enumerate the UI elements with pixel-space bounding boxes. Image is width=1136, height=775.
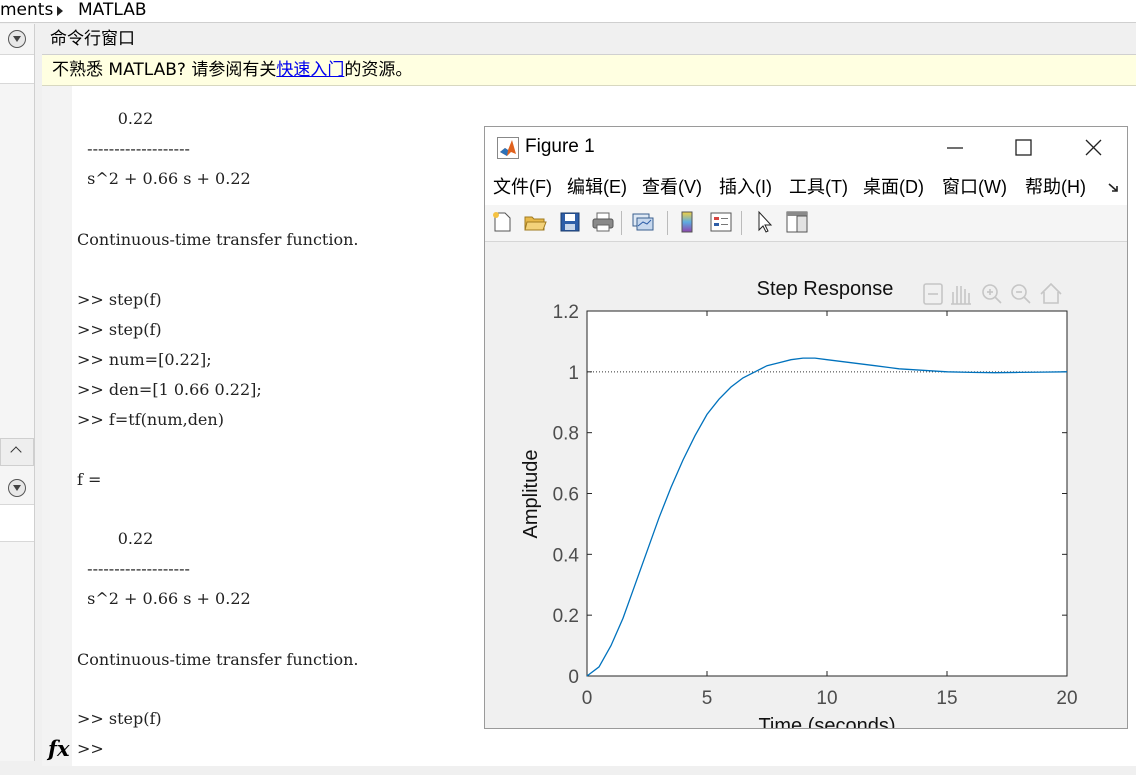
output-line: 0.22 xyxy=(77,109,154,128)
y-tick-label: 0.2 xyxy=(553,606,579,627)
left-panel-list xyxy=(0,504,34,542)
output-line: >> step(f) xyxy=(77,709,162,728)
axes-toolbar xyxy=(923,282,1062,305)
series xyxy=(586,357,1068,677)
toolbar-separator xyxy=(621,211,622,235)
save-icon[interactable] xyxy=(558,210,582,234)
axes-box xyxy=(586,310,1068,677)
x-tick-label: 5 xyxy=(702,688,713,709)
close-icon[interactable] xyxy=(1073,135,1113,161)
colorbar-icon[interactable] xyxy=(675,210,699,234)
home-icon[interactable] xyxy=(1040,282,1062,304)
output-line: >> num=[0.22]; xyxy=(77,350,212,369)
chart-title: Step Response xyxy=(757,278,894,300)
legend-icon[interactable] xyxy=(709,210,733,234)
output-line: >> f=tf(num,den) xyxy=(77,410,224,429)
output-line: f = xyxy=(77,470,102,489)
command-prompt[interactable]: >> xyxy=(77,739,104,758)
figure-title: Figure 1 xyxy=(525,136,595,157)
output-line: >> step(f) xyxy=(77,290,162,309)
command-window-title-text: 命令行窗口 xyxy=(50,29,135,49)
pan-icon[interactable] xyxy=(951,286,971,305)
y-tick-label: 0.8 xyxy=(553,424,579,445)
figure-toolbar xyxy=(485,205,1127,242)
figure-window: Figure 1 文件(F) 编辑(E) 查看(V) 插入(I) 工具(T) 桌… xyxy=(484,126,1128,729)
menu-view[interactable]: 查看(V) xyxy=(642,177,702,197)
figure-menubar: 文件(F) 编辑(E) 查看(V) 插入(I) 工具(T) 桌面(D) 窗口(W… xyxy=(485,169,1127,205)
menu-window[interactable]: 窗口(W) xyxy=(942,177,1007,197)
zoom-out-icon[interactable] xyxy=(1011,284,1031,304)
x-axis: 0 5 10 15 20 xyxy=(582,311,1078,709)
output-line: ------------------- xyxy=(77,139,190,158)
info-bar: 不熟悉 MATLAB? 请参阅有关快速入门的资源。 xyxy=(42,55,1136,86)
output-line: ------------------- xyxy=(77,559,190,578)
x-tick-label: 10 xyxy=(816,688,837,709)
maximize-icon[interactable] xyxy=(1003,135,1043,161)
new-figure-icon[interactable] xyxy=(490,210,514,234)
figure-titlebar: Figure 1 xyxy=(485,127,1127,169)
quick-start-link[interactable]: 快速入门 xyxy=(276,60,345,80)
export-icon[interactable] xyxy=(923,283,943,305)
chevron-down-icon[interactable] xyxy=(8,479,26,497)
output-line: s^2 + 0.66 s + 0.22 xyxy=(77,169,251,188)
matlab-icon xyxy=(497,137,519,159)
command-window-title: 命令行窗口 xyxy=(42,24,1136,55)
menu-help[interactable]: 帮助(H) xyxy=(1025,177,1086,197)
output-line: Continuous-time transfer function. xyxy=(77,230,359,249)
breadcrumb-item[interactable]: ments xyxy=(0,0,54,20)
command-gutter xyxy=(42,86,72,766)
open-file-icon[interactable] xyxy=(523,210,547,234)
output-line: >> den=[1 0.66 0.22]; xyxy=(77,380,262,399)
x-tick-label: 0 xyxy=(582,688,593,709)
info-text-suffix: 的资源。 xyxy=(344,60,413,80)
breadcrumb-item[interactable]: MATLAB xyxy=(78,0,147,20)
output-line: Continuous-time transfer function. xyxy=(77,650,359,669)
x-tick-label: 20 xyxy=(1056,688,1077,709)
property-editor-icon[interactable] xyxy=(785,210,809,234)
step-response-line[interactable] xyxy=(586,357,1068,677)
left-panel xyxy=(0,24,35,761)
menu-desktop[interactable]: 桌面(D) xyxy=(863,177,924,197)
y-tick-label: 1.2 xyxy=(553,302,579,323)
x-axis-label: Time (seconds) xyxy=(758,715,895,728)
y-axis-label: Amplitude xyxy=(520,450,542,539)
menu-tools[interactable]: 工具(T) xyxy=(789,177,848,197)
link-plot-icon[interactable] xyxy=(631,210,655,234)
left-panel-list xyxy=(0,54,34,84)
output-line: 0.22 xyxy=(77,529,154,548)
zoom-in-icon[interactable] xyxy=(982,284,1002,304)
output-line: >> step(f) xyxy=(77,320,162,339)
menu-edit[interactable]: 编辑(E) xyxy=(567,177,627,197)
toolbar-separator xyxy=(741,211,742,235)
menu-file[interactable]: 文件(F) xyxy=(493,177,552,197)
pointer-icon[interactable] xyxy=(753,210,777,234)
breadcrumb-separator-icon xyxy=(57,6,63,16)
info-text: 不熟悉 MATLAB? 请参阅有关 xyxy=(52,60,277,80)
chevron-up-icon[interactable] xyxy=(0,438,34,466)
minimize-icon[interactable] xyxy=(935,135,975,161)
fx-icon[interactable]: fx xyxy=(48,736,70,761)
plot-area[interactable]: Step Response 0 0.2 0.4 0.6 0.8 1 1.2 0 5 10 15 20… xyxy=(485,242,1127,728)
breadcrumb: ments MATLAB xyxy=(0,0,1136,23)
y-tick-label: 0 xyxy=(568,667,579,688)
y-tick-label: 0.4 xyxy=(553,545,580,566)
menu-insert[interactable]: 插入(I) xyxy=(719,177,772,197)
print-icon[interactable] xyxy=(591,210,615,234)
x-tick-label: 15 xyxy=(936,688,957,709)
y-tick-label: 1 xyxy=(568,363,579,384)
chevron-down-icon[interactable] xyxy=(8,30,26,48)
toolbar-separator xyxy=(667,211,668,235)
y-tick-label: 0.6 xyxy=(553,485,579,506)
output-line: s^2 + 0.66 s + 0.22 xyxy=(77,589,251,608)
dock-arrow-icon[interactable] xyxy=(1107,181,1121,195)
